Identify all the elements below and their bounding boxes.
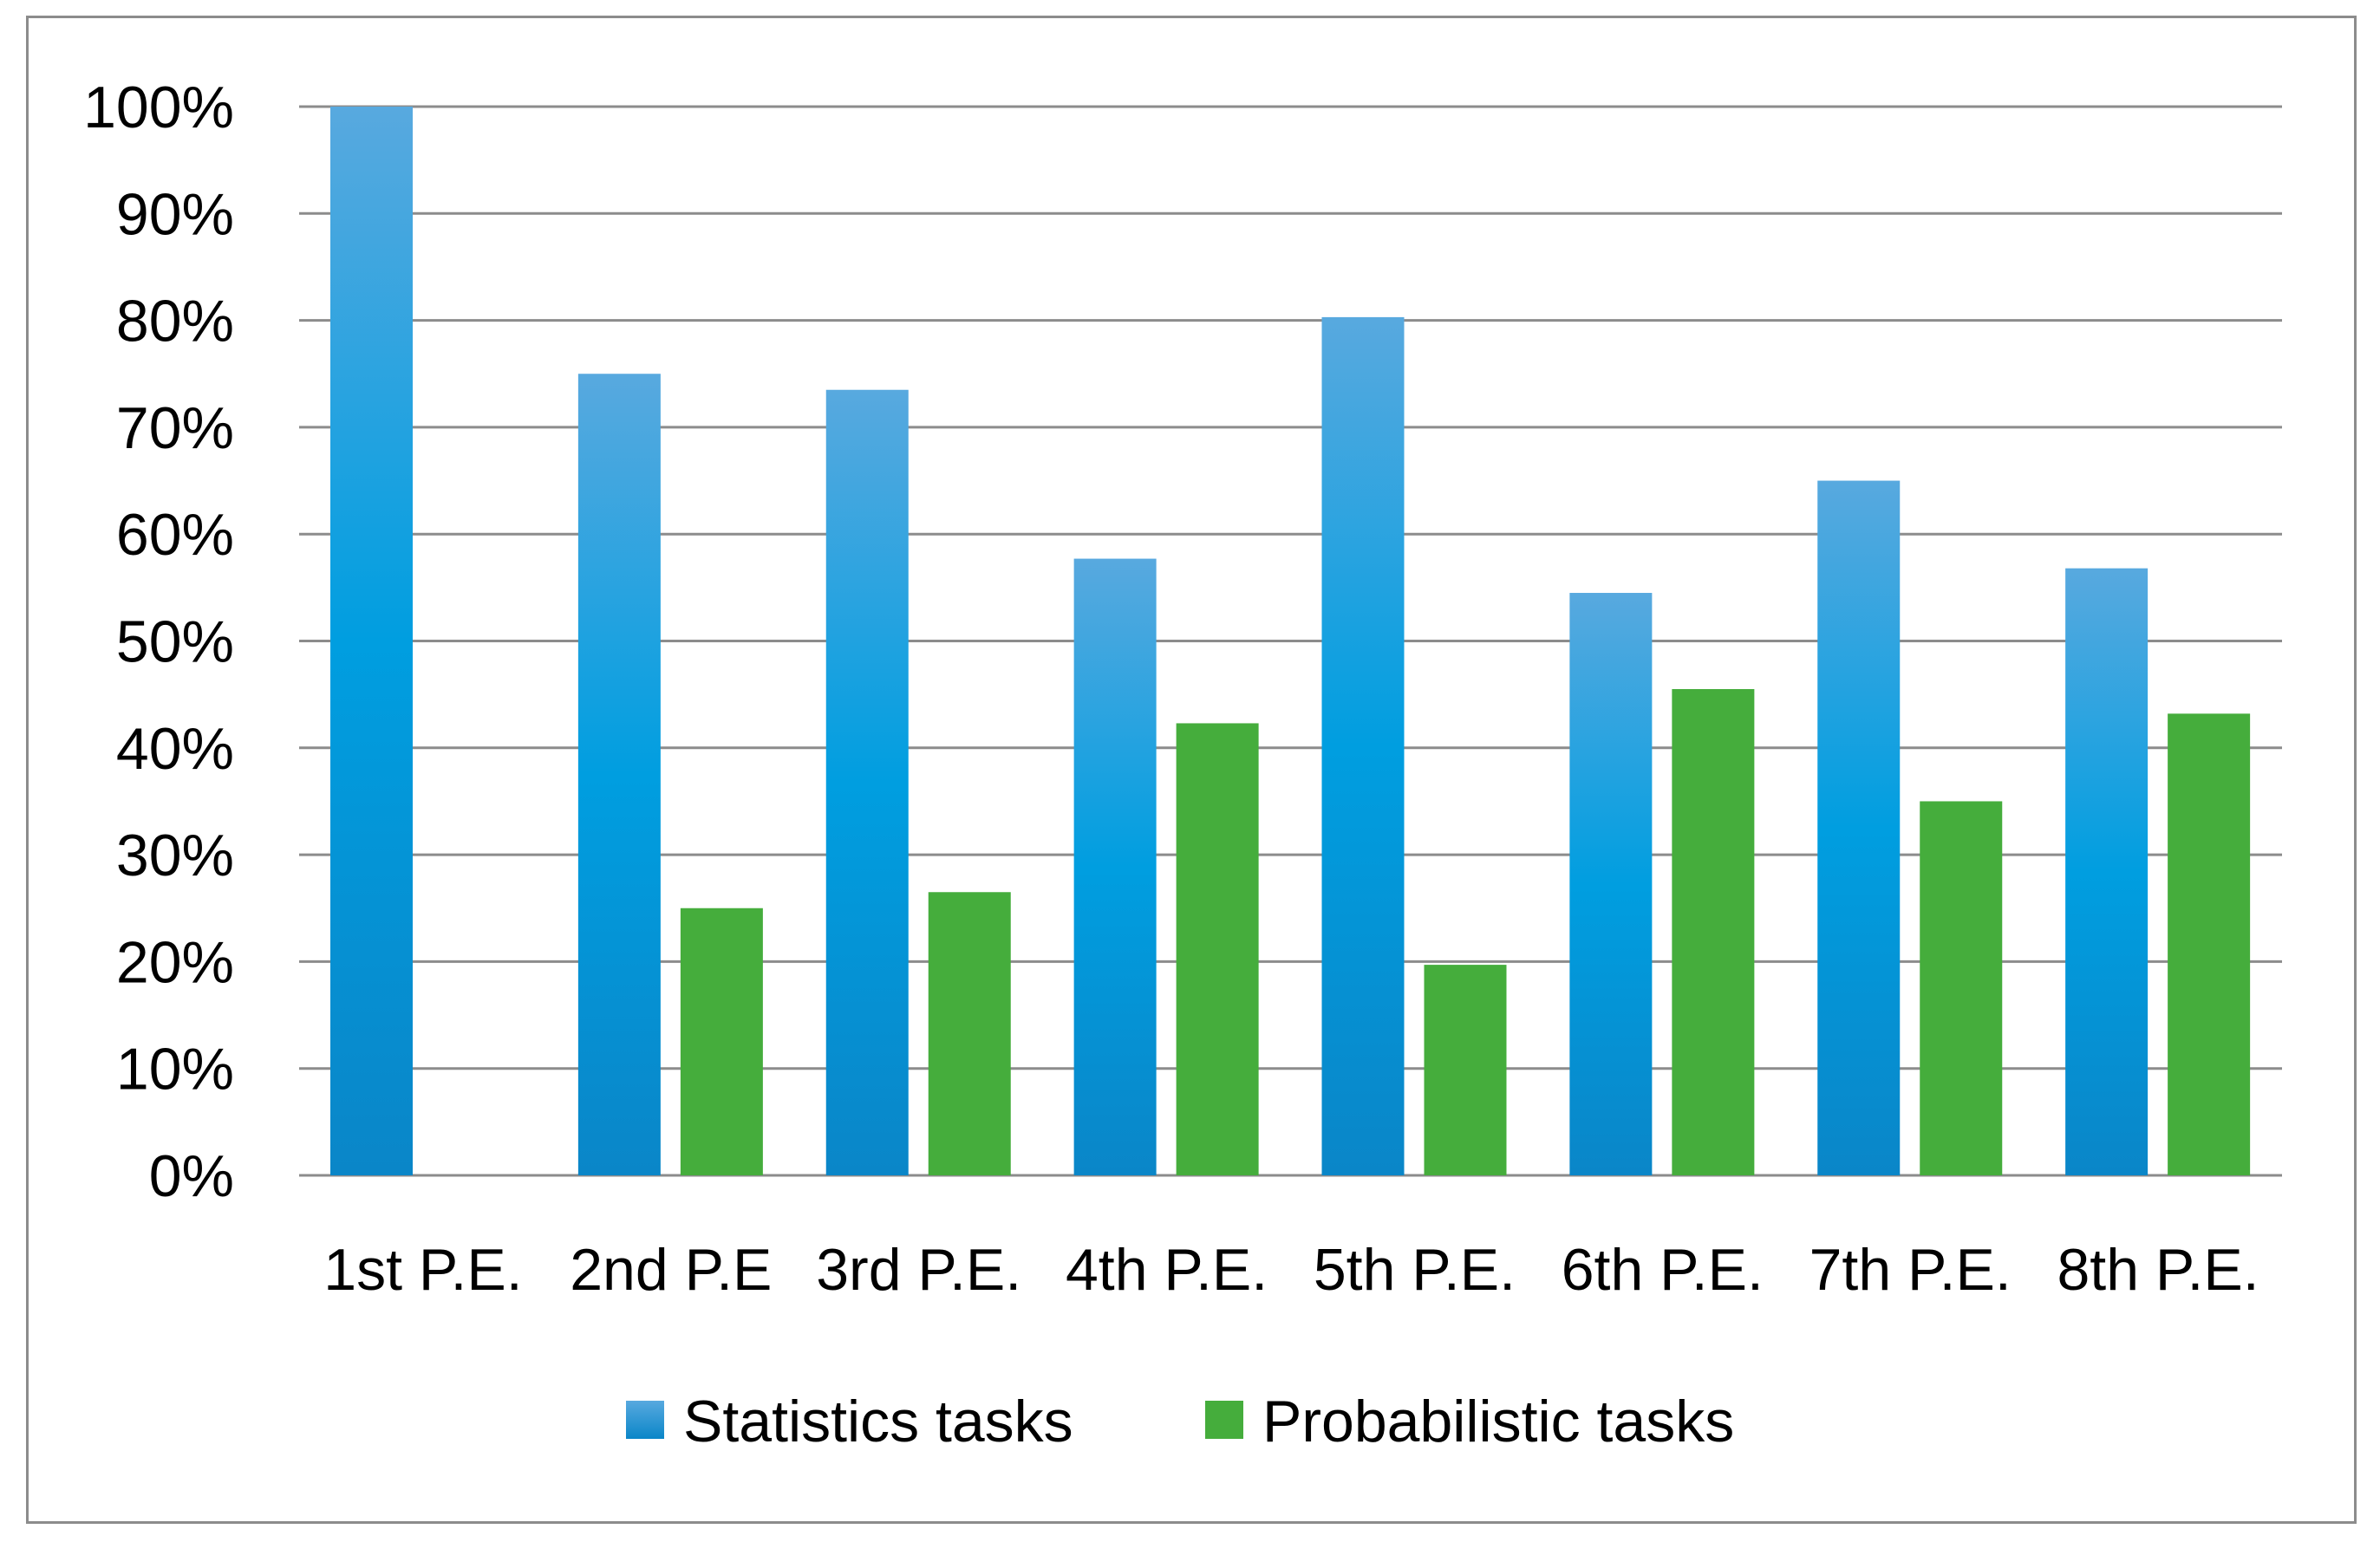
y-tick-label: 10% bbox=[116, 1037, 234, 1103]
bar-statistics bbox=[1321, 316, 1405, 1175]
bar-probabilistic bbox=[928, 892, 1011, 1175]
x-tick-label: 5th P.E. bbox=[1314, 1237, 1516, 1303]
bar-statistics bbox=[1817, 480, 1901, 1175]
legend-label: Probabilistic tasks bbox=[1262, 1389, 1734, 1454]
y-tick-label: 90% bbox=[116, 181, 234, 247]
y-tick-label: 0% bbox=[149, 1143, 234, 1209]
bar-probabilistic bbox=[2168, 713, 2251, 1175]
x-tick-label: 8th P.E. bbox=[2057, 1237, 2259, 1303]
legend-swatch bbox=[1205, 1401, 1243, 1439]
bar-statistics bbox=[577, 374, 661, 1175]
x-tick-label: 7th P.E. bbox=[1809, 1237, 2012, 1303]
bar-probabilistic bbox=[1920, 801, 2003, 1175]
bar-probabilistic bbox=[1672, 688, 1755, 1175]
y-axis-tick-labels: 0% 10% 20% 30% 40% 50% 60% 70% 80% 90% 100% bbox=[83, 75, 234, 1209]
y-tick-label: 70% bbox=[116, 395, 234, 461]
x-axis-tick-labels: 1st P.E. 2nd P.E 3rd P.E. 4th P.E. 5th P.E. 6… bbox=[323, 1237, 2259, 1303]
legend-label: Statistics tasks bbox=[683, 1389, 1073, 1454]
y-tick-label: 60% bbox=[116, 502, 234, 568]
bar-probabilistic bbox=[1176, 723, 1259, 1175]
y-tick-label: 80% bbox=[116, 289, 234, 355]
bar-statistics bbox=[2065, 568, 2149, 1175]
bar-statistics bbox=[1073, 558, 1157, 1175]
y-tick-label: 100% bbox=[83, 75, 234, 140]
x-tick-label: 2nd P.E bbox=[570, 1237, 772, 1303]
bar-statistics bbox=[1569, 593, 1653, 1175]
x-tick-label: 3rd P.E. bbox=[816, 1237, 1021, 1303]
y-tick-label: 50% bbox=[116, 609, 234, 675]
y-tick-label: 40% bbox=[116, 716, 234, 782]
x-tick-label: 4th P.E. bbox=[1066, 1237, 1268, 1303]
x-tick-label: 1st P.E. bbox=[323, 1237, 522, 1303]
legend-swatch bbox=[626, 1401, 664, 1439]
y-tick-label: 20% bbox=[116, 929, 234, 995]
legend-item-probabilistic: Probabilistic tasks bbox=[1205, 1389, 1734, 1454]
legend-item-statistics: Statistics tasks bbox=[626, 1389, 1073, 1454]
bar-statistics bbox=[825, 389, 909, 1175]
bar-probabilistic bbox=[680, 908, 763, 1175]
bars bbox=[330, 107, 2251, 1175]
legend: Statistics tasks Probabilistic tasks bbox=[626, 1389, 1734, 1454]
bar-statistics bbox=[330, 107, 413, 1175]
x-tick-label: 6th P.E. bbox=[1562, 1237, 1764, 1303]
bar-probabilistic bbox=[1424, 965, 1507, 1175]
y-tick-label: 30% bbox=[116, 823, 234, 888]
